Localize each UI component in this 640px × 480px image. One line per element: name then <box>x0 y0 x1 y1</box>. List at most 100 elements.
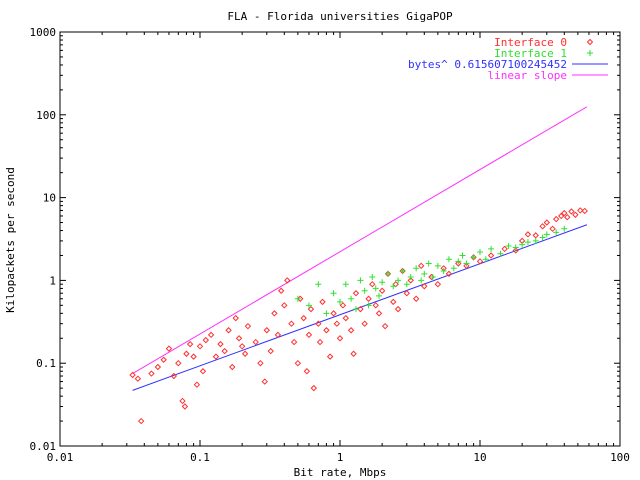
point-interface-1 <box>305 302 312 309</box>
y-tick-label: 0.01 <box>30 440 57 453</box>
y-tick-label: 100 <box>36 109 56 122</box>
point-interface-0 <box>352 290 360 297</box>
x-axis-label: Bit rate, Mbps <box>294 466 387 479</box>
point-interface-0 <box>288 320 295 327</box>
point-interface-0 <box>445 270 453 278</box>
point-interface-0 <box>181 403 189 410</box>
legend-label: Interface 0 <box>494 36 567 49</box>
point-interface-1 <box>440 267 447 274</box>
point-interface-0 <box>378 287 386 294</box>
point-interface-0 <box>193 381 201 388</box>
point-interface-1 <box>390 283 397 290</box>
point-interface-0 <box>207 331 215 339</box>
point-interface-1 <box>543 231 550 238</box>
point-interface-0 <box>232 314 239 322</box>
point-interface-0 <box>186 340 194 348</box>
point-interface-1 <box>532 237 539 244</box>
point-interface-1 <box>421 270 428 277</box>
point-interface-1 <box>519 241 526 248</box>
point-interface-0 <box>235 335 243 342</box>
point-interface-0 <box>357 305 364 313</box>
point-interface-1 <box>315 281 322 288</box>
point-interface-0 <box>137 417 145 425</box>
point-interface-1 <box>376 292 383 299</box>
legend-marker <box>587 50 593 56</box>
point-interface-0 <box>581 207 588 215</box>
point-interface-1 <box>323 310 330 317</box>
point-interface-0 <box>221 347 228 355</box>
point-interface-0 <box>455 260 462 267</box>
point-interface-0 <box>170 372 178 380</box>
y-tick-label: 0.1 <box>36 357 56 370</box>
point-interface-0 <box>421 283 428 290</box>
point-interface-0 <box>381 322 389 330</box>
point-interface-0 <box>342 314 350 322</box>
point-interface-0 <box>202 336 210 344</box>
point-interface-0 <box>336 335 344 342</box>
legend-marker <box>586 38 594 46</box>
point-interface-0 <box>412 295 420 302</box>
point-interface-0 <box>165 345 173 352</box>
x-tick-label: 0.1 <box>190 451 210 464</box>
point-interface-0 <box>390 298 397 306</box>
point-interface-0 <box>549 225 556 233</box>
point-interface-1 <box>418 277 425 284</box>
point-interface-1 <box>512 244 519 251</box>
point-interface-0 <box>417 262 425 270</box>
point-interface-1 <box>553 229 560 236</box>
point-interface-1 <box>482 256 489 263</box>
point-interface-1 <box>477 249 483 256</box>
point-interface-1 <box>361 287 368 294</box>
point-interface-1 <box>407 273 414 280</box>
point-interface-1 <box>372 285 379 292</box>
point-interface-0 <box>305 331 313 339</box>
point-interface-1 <box>337 298 343 305</box>
point-interface-1 <box>399 267 406 274</box>
line-linear-slope <box>132 106 588 374</box>
point-interface-1 <box>348 295 355 302</box>
point-interface-0 <box>361 320 368 327</box>
x-tick-label: 1 <box>337 451 344 464</box>
point-interface-0 <box>487 252 495 259</box>
point-interface-1 <box>403 281 410 288</box>
point-interface-1 <box>497 250 504 257</box>
legend-label: bytes^ 0.615607100245452 <box>408 58 567 71</box>
point-interface-0 <box>241 350 249 357</box>
point-interface-0 <box>244 322 252 330</box>
series-points <box>129 207 588 425</box>
y-tick-label: 1 <box>49 274 56 287</box>
point-interface-0 <box>564 213 571 221</box>
point-interface-0 <box>263 327 271 334</box>
y-tick-label: 1000 <box>30 26 57 39</box>
point-interface-0 <box>365 295 372 302</box>
chart-title: FLA - Florida universities GigaPOP <box>227 10 453 23</box>
point-interface-0 <box>294 359 302 367</box>
point-interface-1 <box>445 256 452 263</box>
point-interface-0 <box>394 305 402 313</box>
point-interface-0 <box>134 375 142 382</box>
point-interface-0 <box>577 207 584 214</box>
point-interface-0 <box>501 245 508 253</box>
point-interface-0 <box>572 211 579 218</box>
point-interface-1 <box>294 295 301 302</box>
point-interface-0 <box>290 338 298 346</box>
point-interface-0 <box>339 302 347 309</box>
point-interface-0 <box>512 247 519 254</box>
point-interface-0 <box>175 359 182 367</box>
point-interface-1 <box>369 273 376 280</box>
point-interface-0 <box>300 314 307 322</box>
point-interface-0 <box>297 295 304 302</box>
point-interface-0 <box>261 378 268 385</box>
point-interface-0 <box>568 208 575 215</box>
point-interface-0 <box>316 338 324 346</box>
point-interface-1 <box>434 262 441 269</box>
point-interface-0 <box>225 327 232 334</box>
point-interface-1 <box>459 252 466 259</box>
point-interface-1 <box>450 265 457 272</box>
legend-label: Interface 1 <box>494 47 567 60</box>
y-axis-label: Kilopackets per second <box>4 167 17 313</box>
point-interface-0 <box>532 232 539 239</box>
point-interface-0 <box>543 219 551 226</box>
